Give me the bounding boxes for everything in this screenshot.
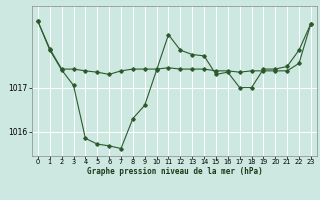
X-axis label: Graphe pression niveau de la mer (hPa): Graphe pression niveau de la mer (hPa)	[86, 167, 262, 176]
